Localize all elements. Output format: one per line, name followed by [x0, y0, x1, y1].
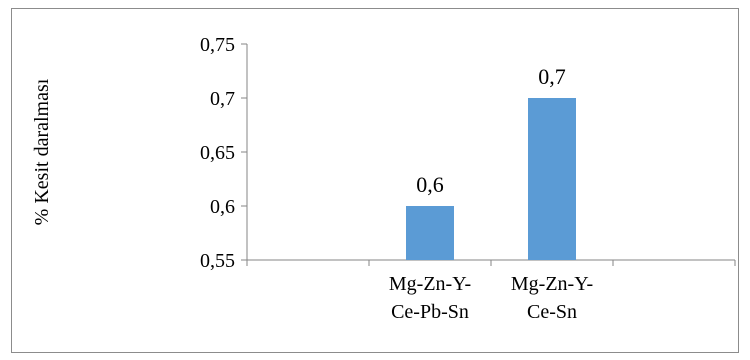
y-tick-label: 0,6 — [210, 196, 235, 218]
x-tick-label: Mg-Zn-Y- — [511, 273, 593, 295]
x-tick-label: Ce-Sn — [527, 301, 577, 323]
data-label: 0,6 — [416, 172, 444, 197]
y-tick-label: 0,7 — [210, 88, 235, 110]
data-label: 0,7 — [538, 64, 566, 89]
x-tick-label: Ce-Pb-Sn — [391, 301, 469, 323]
bar — [528, 98, 576, 260]
y-tick-label: 0,55 — [200, 250, 235, 272]
axes: 0,55 0,6 0,65 0,7 0,75 Mg-Zn-Y- Ce-Pb-Sn Mg-Zn-… — [200, 34, 736, 323]
bar — [406, 206, 454, 260]
chart-frame — [11, 8, 739, 353]
y-axis-label: % Kesit daralması — [31, 78, 53, 225]
bars: 0,6 0,7 — [406, 64, 576, 260]
y-tick-label: 0,65 — [200, 142, 235, 164]
y-tick-label: 0,75 — [200, 34, 235, 56]
x-tick-label: Mg-Zn-Y- — [389, 273, 471, 295]
